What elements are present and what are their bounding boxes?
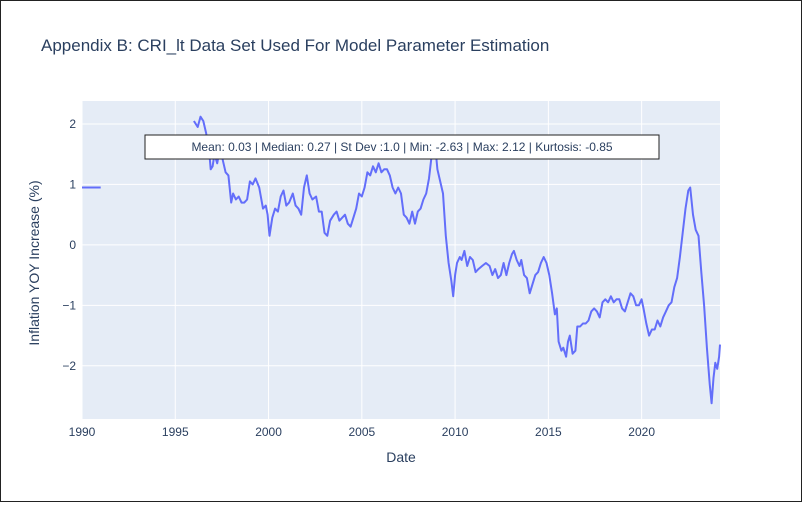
- y-tick-label: −2: [62, 359, 76, 373]
- x-axis-ticks: 1990 1995 2000 2005 2010 2015 2020: [69, 425, 656, 439]
- annotation-text: Mean: 0.03 | Median: 0.27 | St Dev :1.0 …: [191, 140, 612, 154]
- series-layer: [82, 115, 721, 405]
- y-tick-label: −1: [62, 298, 76, 312]
- x-tick-label: 2010: [442, 425, 469, 439]
- x-tick-label: 2015: [535, 425, 562, 439]
- y-tick-label: 1: [69, 177, 76, 191]
- x-tick-label: 2000: [255, 425, 282, 439]
- x-tick-label: 2005: [348, 425, 375, 439]
- chart-title: Appendix B: CRI_lt Data Set Used For Mod…: [41, 36, 549, 55]
- y-tick-label: 0: [69, 238, 76, 252]
- y-gridlines: [82, 123, 720, 367]
- stats-annotation: Mean: 0.03 | Median: 0.27 | St Dev :1.0 …: [144, 134, 660, 160]
- x-tick-label: 1995: [162, 425, 189, 439]
- x-tick-label: 1990: [69, 425, 96, 439]
- series-line: [193, 115, 721, 405]
- y-tick-label: 2: [69, 117, 76, 131]
- x-tick-label: 2020: [628, 425, 655, 439]
- y-axis-ticks: 2 1 0 −1 −2: [62, 117, 76, 373]
- y-axis-title: Inflation YOY Increase (%): [26, 180, 42, 345]
- annotation-box: [144, 134, 660, 160]
- x-axis-title: Date: [386, 449, 416, 465]
